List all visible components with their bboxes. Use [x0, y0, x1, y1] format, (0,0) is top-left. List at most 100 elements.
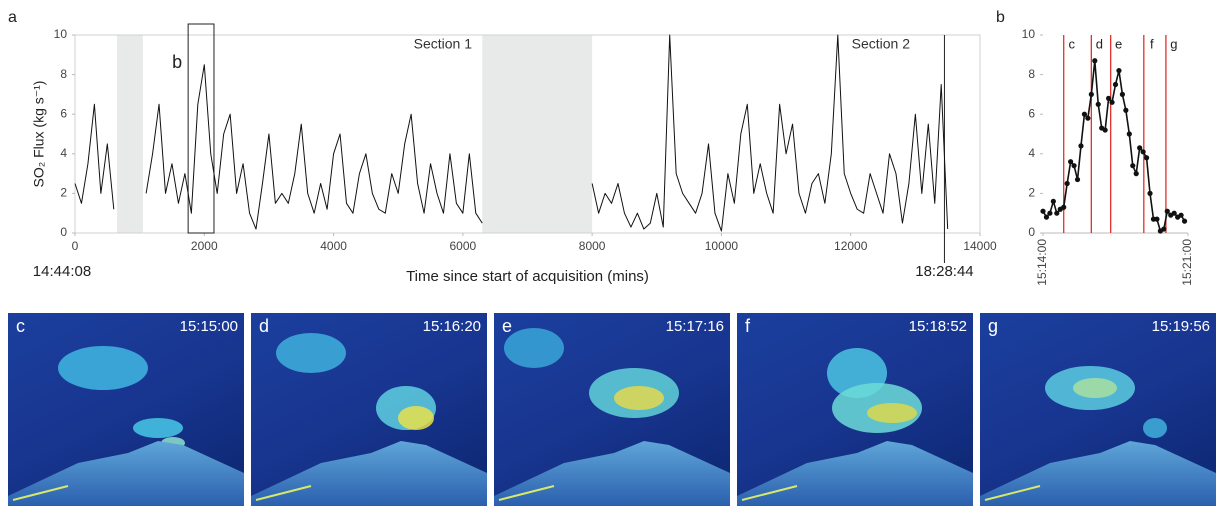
- panel-time: 15:18:52: [909, 318, 967, 335]
- flux-point: [1154, 216, 1160, 222]
- flux-point: [1178, 212, 1184, 218]
- shaded-region: [482, 35, 593, 233]
- y-tick-label: 6: [1028, 106, 1035, 120]
- y-tick-label: 4: [1028, 146, 1035, 160]
- panel-label: a: [8, 9, 17, 26]
- lava-streak: [498, 485, 555, 501]
- flux-point: [1116, 68, 1122, 74]
- flux-point: [1130, 163, 1136, 169]
- plume: [504, 328, 564, 368]
- image-panel: c 15:15:00: [8, 313, 244, 506]
- y-tick-label: 10: [54, 27, 68, 41]
- volcano: [980, 441, 1216, 506]
- panel-letter: e: [502, 316, 512, 336]
- y-tick-label: 2: [60, 186, 67, 200]
- y-tick-label: 10: [1022, 27, 1036, 41]
- lava-streak: [741, 485, 798, 501]
- y-axis-title: SO₂ Flux (kg s⁻¹): [31, 81, 47, 188]
- flux-point: [1181, 218, 1188, 224]
- y-tick-label: 2: [1028, 186, 1035, 200]
- flux-point: [1050, 198, 1056, 204]
- image-time-label: c: [1068, 36, 1075, 51]
- flux-point: [1071, 163, 1077, 169]
- flux-point: [1085, 115, 1091, 121]
- flux-point: [1074, 176, 1081, 183]
- flux-point: [1078, 143, 1084, 149]
- flux-point: [1164, 208, 1170, 214]
- lava-streak: [984, 485, 1041, 501]
- image-time-label: e: [1115, 36, 1122, 51]
- image-panel: f 15:18:52: [737, 313, 973, 506]
- plume: [276, 333, 346, 373]
- panel-letter: c: [16, 316, 25, 336]
- panel-time: 15:15:00: [180, 318, 238, 335]
- flux-point: [1102, 127, 1108, 133]
- flux-point: [1119, 91, 1126, 97]
- y-tick-label: 4: [60, 146, 67, 160]
- image-panel: g 15:19:56: [980, 313, 1216, 506]
- volcano: [8, 441, 244, 506]
- plume: [398, 406, 434, 430]
- flux-point: [1088, 91, 1094, 97]
- x-tick-label: 15:21:00: [1180, 239, 1194, 286]
- flux-point: [1109, 99, 1115, 105]
- panel-label: b: [996, 9, 1005, 26]
- start-time-label: 14:44:08: [33, 263, 91, 280]
- image-time-label: d: [1096, 36, 1103, 51]
- section-label: Section 2: [852, 36, 911, 52]
- flux-point: [1068, 159, 1074, 165]
- y-tick-label: 8: [60, 67, 67, 81]
- flux-point: [1161, 226, 1167, 232]
- panel-letter: f: [745, 316, 751, 336]
- lava-streak: [12, 485, 69, 501]
- x-tick-label: 14000: [963, 239, 997, 253]
- plot-frame: [74, 34, 981, 234]
- image-panel: e 15:17:16: [494, 313, 730, 506]
- image-panel: d 15:16:20: [251, 313, 487, 506]
- plume: [58, 346, 148, 390]
- flux-point: [1171, 210, 1177, 216]
- flux-point: [1054, 210, 1060, 216]
- volcano: [737, 441, 973, 506]
- volcano: [251, 441, 487, 506]
- x-tick-label: 12000: [834, 239, 868, 253]
- x-tick-label: 6000: [450, 239, 477, 253]
- panel-letter: g: [988, 316, 998, 336]
- x-axis-title: Time since start of acquisition (mins): [406, 268, 649, 285]
- flux-point: [1112, 81, 1119, 88]
- panel-time: 15:19:56: [1152, 318, 1210, 335]
- volcano: [494, 441, 730, 506]
- x-tick-label: 2000: [191, 239, 218, 253]
- flux-point: [1043, 214, 1050, 220]
- flux-point: [1092, 58, 1098, 64]
- x-tick-label: 4000: [320, 239, 347, 253]
- flux-point: [1081, 111, 1088, 117]
- x-tick-label: 8000: [579, 239, 606, 253]
- plume: [133, 418, 183, 438]
- panel-letter: d: [259, 316, 269, 336]
- zoom-box-label: b: [172, 52, 182, 72]
- flux-line: [74, 34, 949, 232]
- flux-point: [1133, 171, 1139, 177]
- flux-point: [1047, 210, 1053, 216]
- flux-point: [1147, 190, 1153, 196]
- panel-time: 15:16:20: [423, 318, 481, 335]
- y-tick-label: 0: [60, 225, 67, 239]
- plume: [1073, 378, 1117, 398]
- plume: [867, 403, 917, 423]
- section-label: Section 1: [414, 36, 473, 52]
- flux-point: [1064, 180, 1070, 187]
- shaded-region: [117, 35, 143, 233]
- flux-point: [1123, 107, 1129, 113]
- plume: [614, 386, 664, 410]
- x-tick-label: 10000: [705, 239, 739, 253]
- flux-point: [1095, 101, 1101, 107]
- flux-point: [1040, 208, 1046, 214]
- y-tick-label: 6: [60, 106, 67, 120]
- flux-point: [1137, 145, 1143, 151]
- zoom-box: [187, 23, 215, 234]
- x-tick-label: 0: [72, 239, 79, 253]
- x-tick-label: 15:14:00: [1035, 239, 1049, 286]
